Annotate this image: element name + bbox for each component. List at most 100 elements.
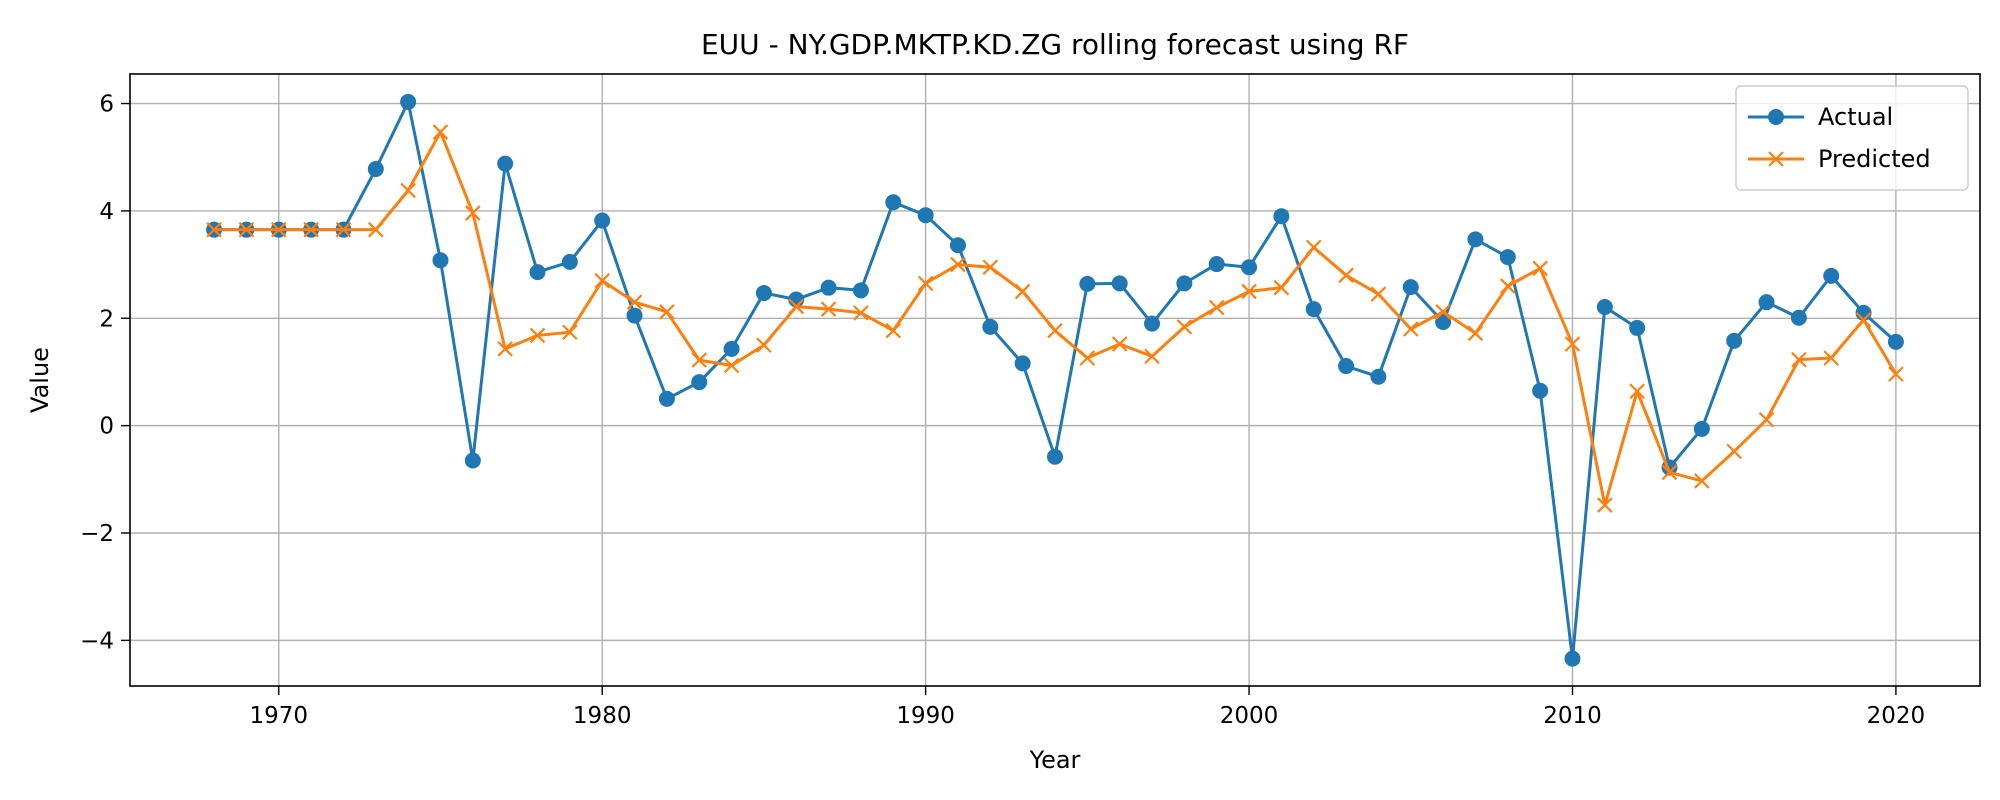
data-point-predicted — [1791, 351, 1807, 368]
y-axis-ticks: −4 −2 0 2 4 6 — [80, 92, 130, 654]
data-point-actual — [432, 252, 449, 269]
data-point-predicted — [432, 124, 449, 140]
data-point-actual — [1047, 448, 1063, 465]
data-point-predicted — [303, 221, 319, 238]
marker-stroke — [1079, 350, 1096, 366]
data-point-predicted — [1629, 383, 1645, 400]
marker-stroke — [335, 221, 352, 238]
data-point-actual — [1241, 259, 1258, 276]
legend: Actual Predicted — [1735, 85, 1969, 191]
marker-stroke — [562, 324, 578, 340]
data-point-predicted — [756, 337, 772, 353]
marker-stroke — [853, 305, 869, 321]
data-point-predicted — [1305, 239, 1322, 256]
marker-stroke — [594, 272, 610, 289]
marker-stroke — [432, 124, 449, 140]
data-point-predicted — [1467, 325, 1484, 342]
marker-stroke — [723, 357, 740, 374]
data-point-predicted — [1338, 267, 1354, 284]
data-point-actual — [885, 194, 902, 211]
marker-stroke — [1402, 321, 1419, 337]
legend-box — [1735, 85, 1969, 191]
marker-stroke — [1305, 239, 1322, 256]
data-point-actual — [1564, 650, 1581, 667]
data-point-predicted — [1564, 336, 1581, 352]
data-point-predicted — [1597, 497, 1613, 513]
marker-stroke — [1467, 325, 1484, 342]
marker-stroke — [982, 259, 999, 276]
y-tick-label: 2 — [99, 306, 114, 332]
marker-stroke — [1047, 322, 1063, 339]
marker-stroke — [1532, 260, 1548, 277]
data-point-predicted — [1500, 278, 1516, 294]
data-point-actual — [1305, 301, 1322, 318]
data-point-actual — [691, 374, 708, 391]
marker-stroke — [1791, 351, 1807, 368]
marker-stroke — [1855, 312, 1872, 328]
marker-stroke — [1564, 336, 1581, 352]
axes-frame — [129, 73, 1981, 687]
marker-stroke — [1435, 304, 1451, 320]
data-point-predicted — [885, 322, 902, 339]
marker-stroke — [691, 352, 708, 368]
data-point-actual — [852, 282, 869, 299]
data-point-actual — [367, 161, 384, 178]
marker-stroke — [1661, 464, 1678, 481]
data-point-predicted — [723, 357, 740, 374]
data-point-actual — [1144, 315, 1161, 332]
data-point-predicted — [1855, 312, 1872, 328]
data-point-actual — [626, 307, 643, 324]
data-point-predicted — [1079, 350, 1096, 366]
data-point-predicted — [820, 301, 837, 317]
data-point-actual — [1467, 231, 1484, 248]
data-point-actual — [1726, 332, 1743, 349]
data-point-predicted — [1435, 304, 1451, 320]
marker-stroke — [1758, 411, 1775, 428]
legend-label-predicted: Predicted — [1818, 145, 1931, 173]
marker-stroke — [1208, 299, 1225, 316]
data-point-predicted — [529, 327, 546, 344]
data-point-predicted — [1532, 260, 1548, 277]
marker-stroke — [1273, 279, 1290, 296]
marker-stroke — [1726, 443, 1742, 460]
marker-stroke — [1888, 366, 1904, 382]
data-point-predicted — [1111, 336, 1128, 352]
data-point-predicted — [659, 304, 675, 320]
marker-stroke — [1629, 383, 1645, 400]
marker-stroke — [303, 221, 319, 238]
data-point-actual — [1111, 275, 1128, 292]
data-point-actual — [658, 390, 675, 407]
data-point-predicted — [594, 272, 610, 289]
data-point-predicted — [1661, 464, 1678, 481]
data-point-actual — [723, 340, 740, 357]
marker-stroke — [206, 221, 222, 238]
data-point-predicted — [1370, 286, 1387, 302]
data-point-actual — [1499, 249, 1516, 266]
data-point-predicted — [1726, 443, 1742, 460]
data-point-actual — [1370, 368, 1387, 385]
x-tick-label: 2010 — [1543, 703, 1602, 729]
data-point-predicted — [1694, 473, 1710, 489]
data-point-predicted — [497, 341, 513, 357]
marker-stroke — [465, 205, 481, 221]
marker-stroke — [950, 256, 966, 273]
data-point-predicted — [400, 182, 416, 199]
data-point-actual — [1887, 333, 1904, 350]
data-point-predicted — [1758, 411, 1775, 428]
data-point-actual — [1435, 314, 1452, 331]
x-tick-label: 1970 — [250, 703, 309, 729]
marker-stroke — [788, 298, 805, 315]
marker-stroke — [497, 341, 513, 357]
marker-stroke — [1176, 319, 1193, 335]
data-point-actual — [561, 253, 578, 270]
marker-stroke — [885, 322, 902, 339]
marker-stroke — [270, 221, 287, 238]
data-point-actual — [820, 279, 837, 296]
data-point-actual — [1273, 208, 1290, 225]
data-point-actual — [1532, 382, 1549, 399]
y-tick-label: 0 — [99, 414, 114, 440]
data-point-predicted — [238, 221, 255, 238]
data-point-actual — [529, 264, 546, 281]
marker-stroke — [368, 221, 384, 238]
